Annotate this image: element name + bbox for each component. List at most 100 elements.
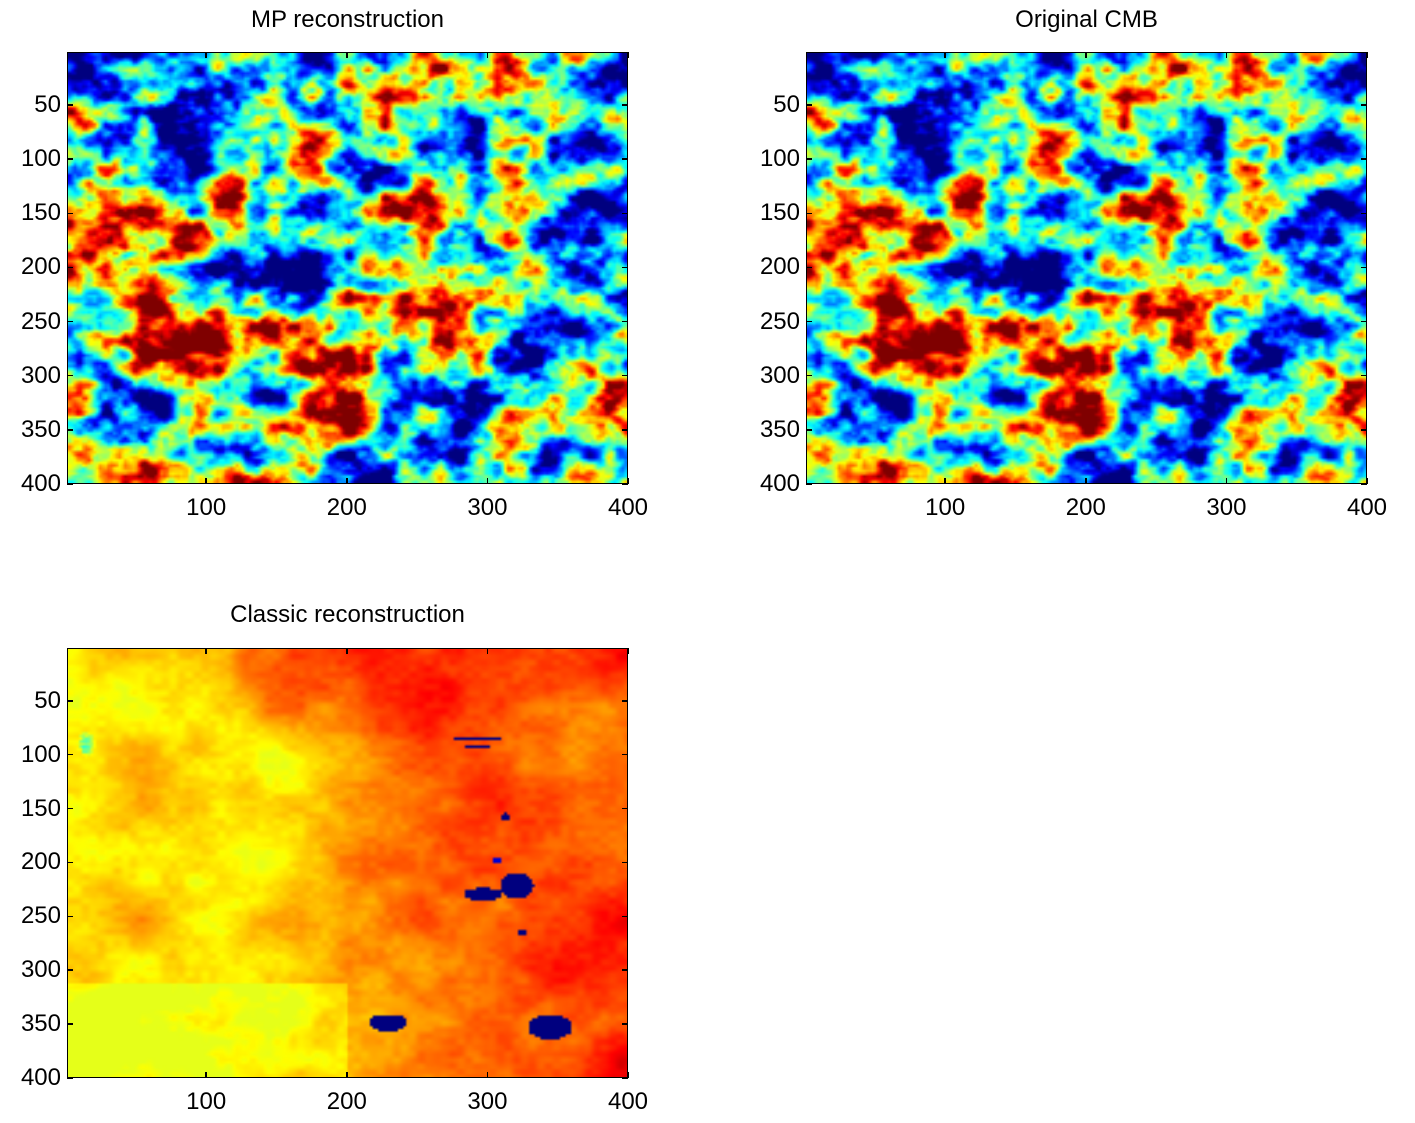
x-tick-mark	[627, 52, 629, 58]
x-tick-mark	[205, 478, 207, 484]
y-tick-label: 200	[759, 253, 800, 281]
y-tick-mark	[67, 915, 73, 918]
y-tick-label: 400	[759, 470, 800, 497]
y-tick-label: 50	[34, 91, 61, 119]
x-tick-mark	[1085, 478, 1087, 484]
y-tick-label: 100	[20, 145, 61, 173]
y-tick-label: 350	[20, 415, 61, 443]
y-tick-label: 50	[34, 686, 61, 714]
x-tick-label: 400	[607, 1088, 649, 1115]
x-tick-mark	[205, 52, 207, 58]
y-tick-mark	[67, 158, 73, 160]
x-tick-label: 100	[186, 1088, 227, 1115]
y-tick-mark	[806, 266, 812, 269]
y-tick-mark	[67, 483, 73, 485]
y-tick-mark	[67, 266, 73, 269]
y-tick-label: 150	[759, 199, 800, 227]
y-tick-mark	[806, 320, 812, 323]
x-tick-mark	[1225, 478, 1228, 484]
y-tick-mark	[622, 1077, 628, 1079]
y-tick-mark	[1361, 104, 1367, 106]
y-tick-label: 150	[20, 199, 61, 227]
y-tick-label: 250	[759, 307, 800, 335]
x-tick-mark	[627, 648, 629, 654]
y-tick-mark	[67, 861, 73, 864]
x-tick-label: 300	[467, 494, 508, 521]
x-tick-mark	[205, 648, 207, 654]
x-tick-mark	[346, 478, 348, 484]
y-tick-mark	[806, 158, 812, 160]
x-tick-mark	[627, 478, 629, 484]
chart-title: Classic reconstruction	[230, 601, 465, 628]
x-tick-label: 100	[186, 494, 227, 521]
heatmap-plot-area	[67, 52, 628, 484]
y-tick-mark	[1361, 158, 1367, 160]
y-tick-mark	[622, 158, 628, 160]
y-tick-mark	[806, 212, 812, 215]
y-tick-mark	[1361, 429, 1367, 431]
y-tick-mark	[622, 969, 628, 971]
y-tick-label: 100	[759, 145, 800, 173]
y-tick-mark	[67, 104, 73, 106]
y-tick-label: 50	[773, 91, 800, 119]
x-tick-label: 200	[326, 494, 367, 521]
y-tick-mark	[1361, 374, 1367, 377]
x-tick-mark	[1366, 478, 1368, 484]
heatmap-image	[68, 53, 627, 483]
x-tick-label: 400	[1346, 494, 1388, 521]
y-tick-label: 200	[20, 253, 61, 281]
y-tick-mark	[806, 374, 812, 377]
heatmap-plot-area	[67, 648, 628, 1078]
y-tick-label: 300	[20, 361, 61, 389]
y-tick-mark	[67, 320, 73, 323]
x-tick-label: 300	[1206, 494, 1247, 521]
y-tick-mark	[622, 320, 628, 323]
x-tick-label: 100	[925, 494, 966, 521]
y-tick-mark	[67, 1023, 73, 1025]
x-tick-mark	[1085, 52, 1087, 58]
y-tick-mark	[67, 212, 73, 215]
heatmap-image	[807, 53, 1366, 483]
x-tick-label: 400	[607, 494, 649, 521]
y-tick-label: 350	[759, 415, 800, 443]
y-tick-mark	[622, 915, 628, 918]
x-tick-mark	[1366, 52, 1368, 58]
x-tick-mark	[486, 478, 489, 484]
y-tick-label: 400	[20, 470, 61, 497]
x-tick-label: 300	[467, 1088, 508, 1115]
y-tick-mark	[67, 429, 73, 431]
y-tick-label: 200	[20, 848, 61, 876]
x-tick-mark	[944, 52, 946, 58]
x-tick-mark	[346, 52, 348, 58]
y-tick-label: 250	[20, 307, 61, 335]
chart-title: Original CMB	[1015, 6, 1158, 33]
chart-title: MP reconstruction	[251, 6, 444, 33]
y-tick-label: 100	[20, 740, 61, 768]
y-tick-mark	[622, 374, 628, 377]
heatmap-plot-area	[806, 52, 1367, 484]
y-tick-mark	[622, 861, 628, 864]
y-tick-mark	[67, 374, 73, 377]
y-tick-mark	[806, 429, 812, 431]
x-tick-label: 200	[326, 1088, 367, 1115]
y-tick-label: 250	[20, 902, 61, 930]
x-tick-mark	[205, 1072, 207, 1078]
x-tick-mark	[486, 1072, 489, 1078]
y-tick-mark	[1361, 483, 1367, 485]
y-tick-label: 150	[20, 794, 61, 822]
y-tick-mark	[622, 483, 628, 485]
y-tick-mark	[1361, 266, 1367, 269]
y-tick-label: 300	[759, 361, 800, 389]
y-tick-label: 350	[20, 1010, 61, 1038]
y-tick-mark	[622, 266, 628, 269]
x-tick-label: 200	[1065, 494, 1106, 521]
y-tick-mark	[1361, 212, 1367, 215]
y-tick-mark	[806, 483, 812, 485]
y-tick-mark	[67, 969, 73, 971]
x-tick-mark	[346, 648, 348, 654]
x-tick-mark	[486, 648, 489, 654]
y-tick-mark	[622, 429, 628, 431]
y-tick-label: 300	[20, 956, 61, 984]
y-tick-label: 400	[20, 1064, 61, 1091]
heatmap-image	[68, 649, 627, 1077]
